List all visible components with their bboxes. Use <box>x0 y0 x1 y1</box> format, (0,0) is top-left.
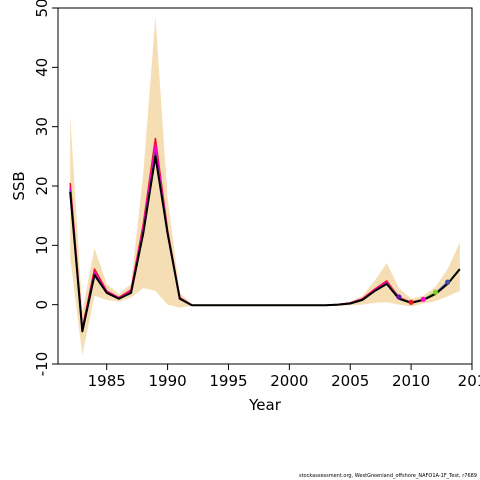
series-end-marker-3 <box>420 296 426 302</box>
y-tick-label: 10 <box>33 236 51 255</box>
series-line-5 <box>69 155 461 333</box>
x-tick-label: 1985 <box>88 372 126 390</box>
x-tick-label: 1990 <box>148 372 186 390</box>
footnote: stockassessment.org, WestGreenland_offsh… <box>298 473 477 479</box>
series-end-marker-5 <box>445 279 451 285</box>
y-tick-label: -10 <box>33 352 51 377</box>
confidence-band-layer <box>70 16 460 356</box>
series-layer <box>69 137 461 333</box>
series-end-marker-4 <box>432 289 439 295</box>
x-tick-label: 2010 <box>392 372 430 390</box>
x-tick-label: 2005 <box>331 372 369 390</box>
series-end-marker-1 <box>408 299 414 305</box>
x-axis: 1985 1990 1995 2000 2005 2010 201 <box>88 364 480 390</box>
y-tick-label: 20 <box>33 176 51 195</box>
y-tick-label: 40 <box>33 58 51 77</box>
series-end-marker-2 <box>396 294 402 300</box>
y-tick-label: 50 <box>33 0 51 18</box>
x-tick-label: 1995 <box>209 372 247 390</box>
plot-frame <box>57 7 473 365</box>
confidence-band <box>70 16 460 356</box>
x-axis-title: Year <box>248 396 282 414</box>
marker-layer <box>396 279 451 305</box>
x-tick-label: 2000 <box>270 372 308 390</box>
x-tick-label: 201 <box>458 372 480 390</box>
y-tick-label: 0 <box>33 300 51 310</box>
y-axis: -10 0 10 20 30 40 50 <box>33 0 58 376</box>
y-tick-label: 30 <box>33 117 51 136</box>
y-axis-title: SSB <box>10 171 28 200</box>
